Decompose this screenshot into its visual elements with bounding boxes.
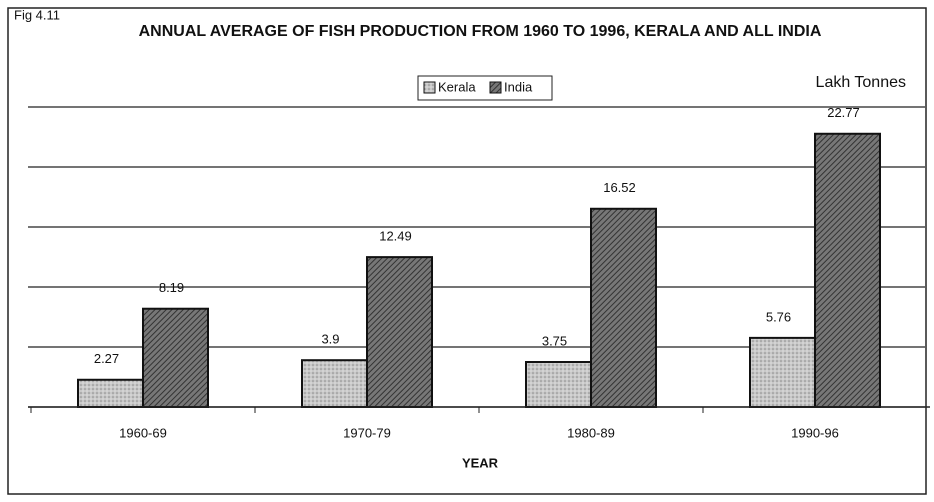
chart-title: ANNUAL AVERAGE OF FISH PRODUCTION FROM 1… xyxy=(138,23,822,40)
bar xyxy=(525,361,592,408)
frame xyxy=(7,7,927,495)
bar xyxy=(814,132,881,408)
figure-label: Fig 4.11 xyxy=(14,7,60,22)
unit-label: Lakh Tonnes xyxy=(816,74,906,91)
bar xyxy=(301,359,368,409)
legend-swatch xyxy=(423,81,436,94)
data-label: 3.75 xyxy=(542,333,567,348)
bar xyxy=(77,378,144,409)
bar xyxy=(142,307,209,408)
x-axis-title: YEAR xyxy=(462,455,499,470)
legend-label: Kerala xyxy=(438,79,476,94)
x-tick-label: 1980-89 xyxy=(567,425,615,440)
legend xyxy=(417,75,553,101)
bar xyxy=(749,336,816,409)
data-label: 2.27 xyxy=(94,351,119,366)
bar xyxy=(590,207,657,408)
legend-label: India xyxy=(504,79,533,94)
x-tick-label: 1960-69 xyxy=(119,425,167,440)
x-tick-label: 1970-79 xyxy=(343,425,391,440)
x-tick-label: 1990-96 xyxy=(791,425,839,440)
data-label: 22.77 xyxy=(827,105,860,120)
data-label: 12.49 xyxy=(379,229,412,244)
data-label: 16.52 xyxy=(603,180,636,195)
legend-swatch xyxy=(489,81,502,94)
data-label: 8.19 xyxy=(159,280,184,295)
bar xyxy=(366,256,433,408)
data-label: 3.9 xyxy=(321,332,339,347)
data-label: 5.76 xyxy=(766,309,791,324)
